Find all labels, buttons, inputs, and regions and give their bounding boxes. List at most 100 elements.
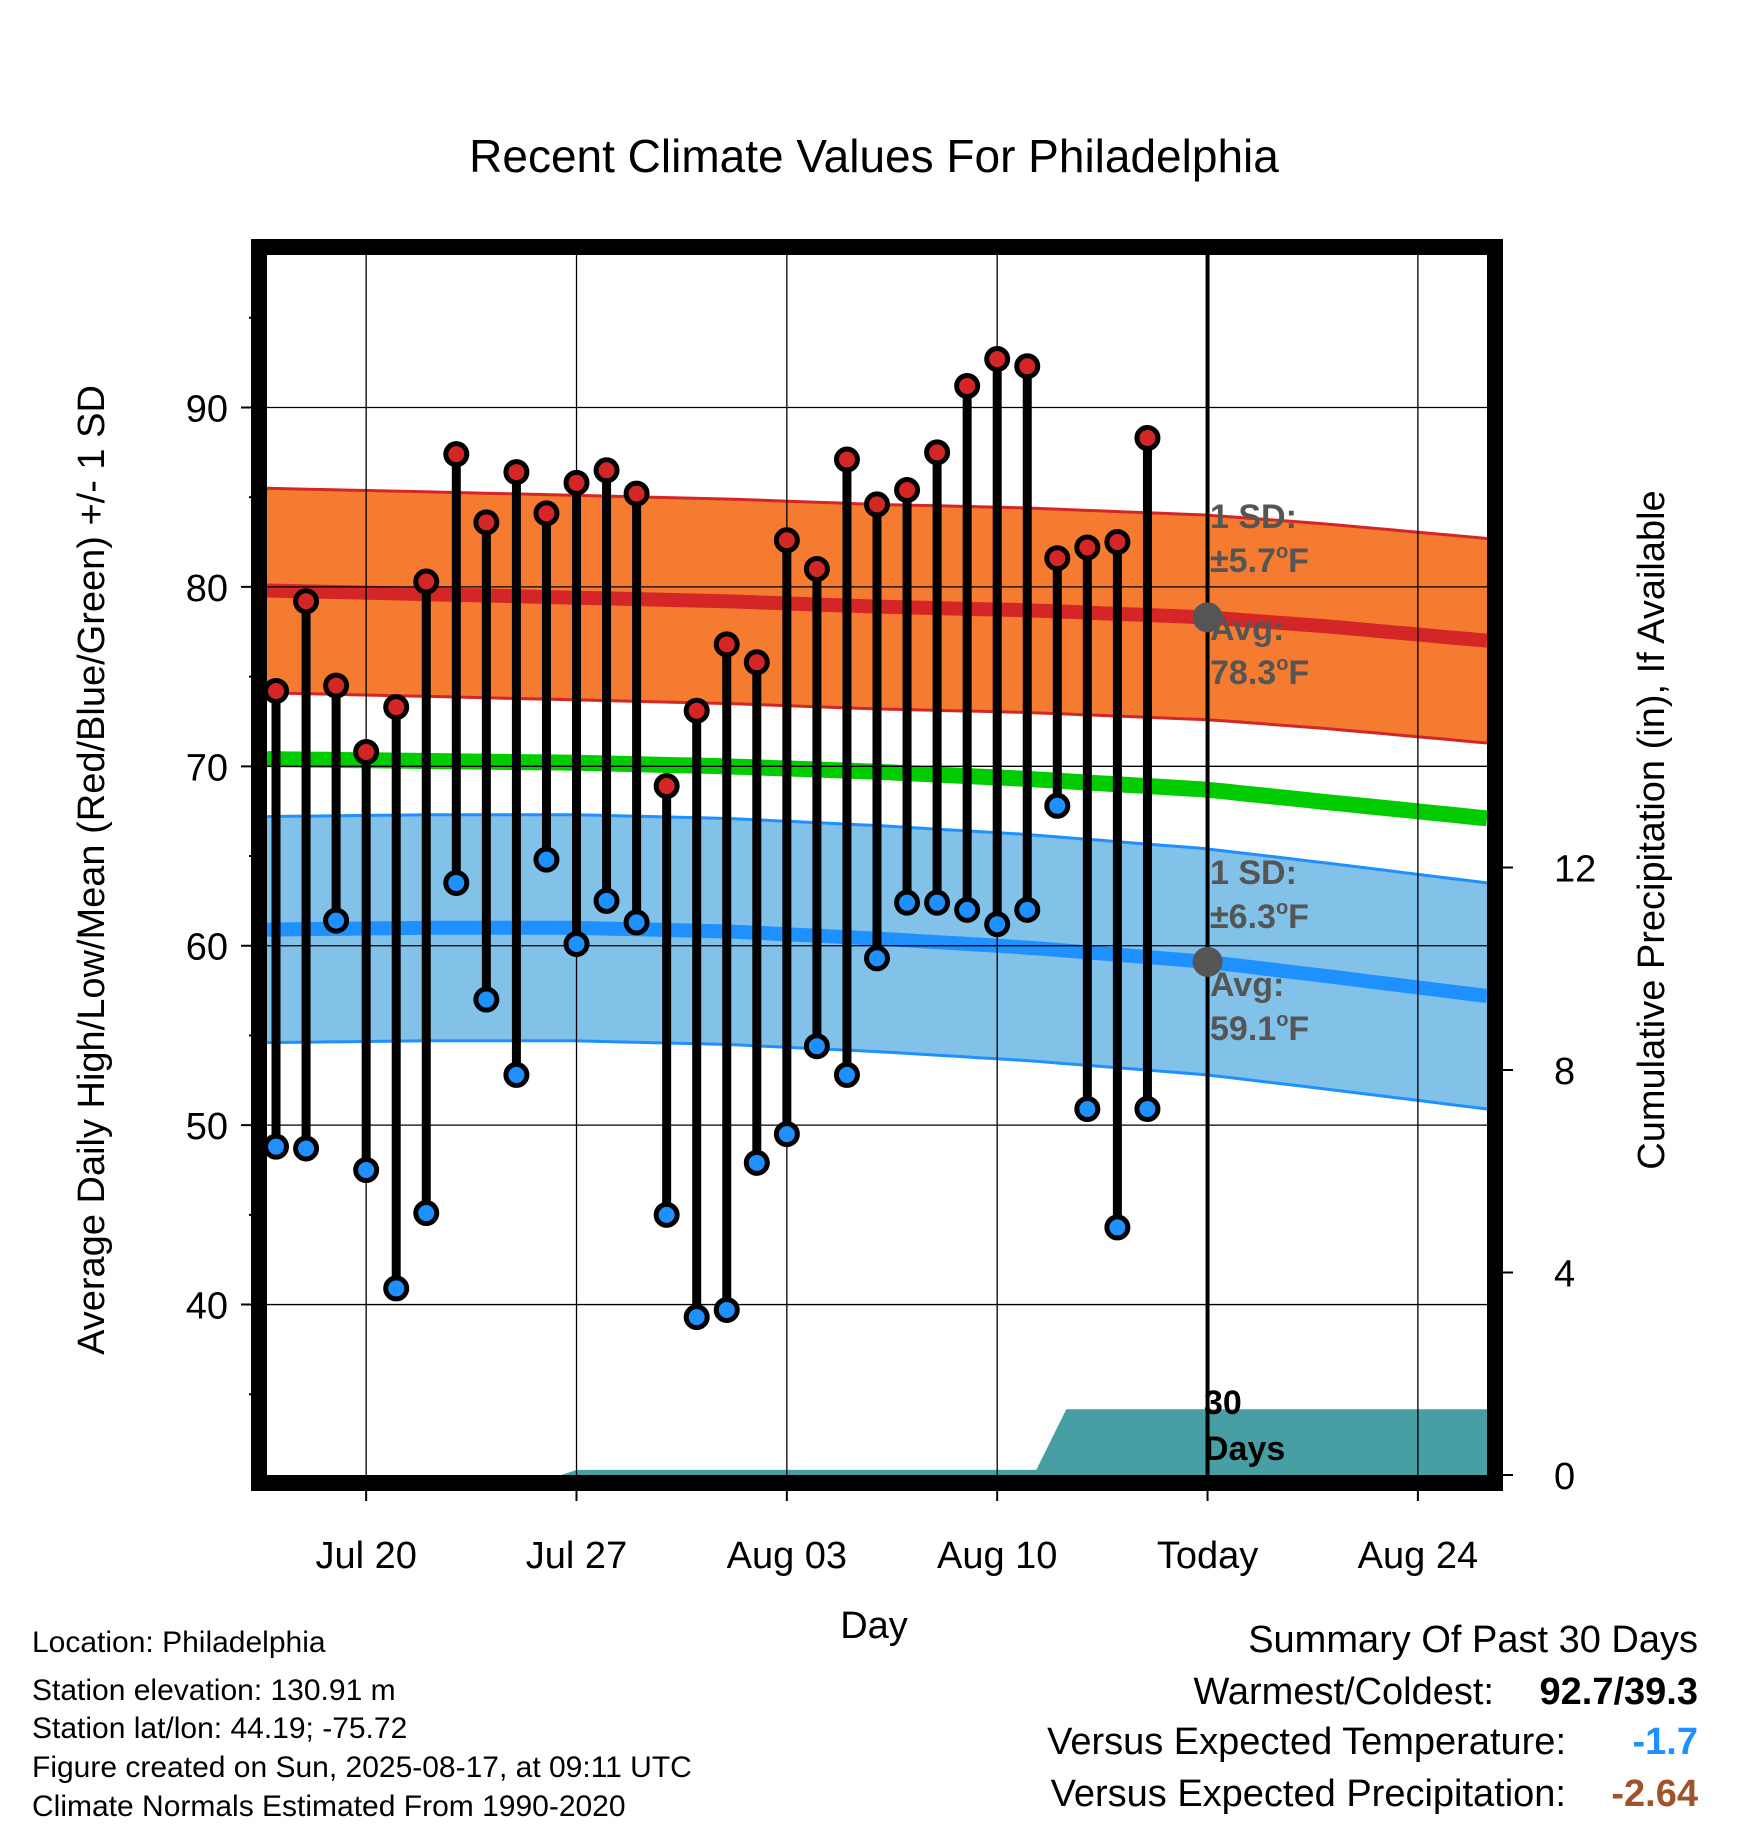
- days-word: Days: [1204, 1430, 1285, 1468]
- daily-high-point: [864, 491, 890, 518]
- daily-low-point: [833, 1061, 860, 1088]
- daily-high-point: [1134, 425, 1161, 451]
- precipitation-fill: [267, 1409, 1487, 1475]
- y-axis-label-left: Average Daily High/Low/Mean (Red/Blue/Gr…: [71, 385, 113, 1355]
- daily-low-point: [293, 1135, 320, 1162]
- daily-low-point: [683, 1304, 710, 1331]
- left-tick-label: 60: [186, 927, 228, 969]
- left-tick-label: 40: [186, 1286, 228, 1328]
- low-avg-value: 59.1oF: [1210, 1009, 1309, 1048]
- warm-cold-label: Warmest/Coldest:: [1193, 1671, 1494, 1713]
- high-avg-value: 78.3oF: [1210, 653, 1309, 692]
- summary-panel: Summary Of Past 30 Days Warmest/Coldest:…: [1047, 1619, 1698, 1815]
- daily-high-point: [954, 372, 981, 399]
- daily-low-point: [743, 1149, 770, 1176]
- right-tick-labels: 0 4 8 12: [1554, 849, 1596, 1498]
- daily-low-point: [1074, 1096, 1101, 1122]
- daily-low-point: [263, 1133, 290, 1160]
- daily-high-point: [293, 588, 320, 615]
- high-avg-label: Avg:: [1210, 610, 1284, 648]
- station-info: Location: Philadelphia Station elevation…: [32, 1626, 692, 1823]
- daily-high-point: [503, 459, 530, 486]
- chart-title: Recent Climate Values For Philadelphia: [469, 130, 1279, 182]
- x-axis-label: Day: [840, 1605, 908, 1647]
- daily-high-point: [683, 697, 710, 724]
- y-axis-label-right: Cumulative Precipitation (in), If Availa…: [1631, 490, 1673, 1169]
- daily-high-point: [263, 677, 290, 704]
- high-sd-value: ±5.7oF: [1210, 541, 1309, 580]
- low-sd-value: ±6.3oF: [1210, 897, 1309, 936]
- summary-title: Summary Of Past 30 Days: [1248, 1619, 1698, 1661]
- daily-low-point: [773, 1121, 800, 1148]
- daily-low-point: [503, 1061, 530, 1088]
- daily-low-point: [954, 896, 981, 923]
- high-avg-marker: [1192, 602, 1223, 633]
- right-tick-label: 0: [1554, 1456, 1575, 1498]
- precipitation-area: [267, 1409, 1487, 1475]
- temp-departure-label: Versus Expected Temperature:: [1047, 1721, 1566, 1763]
- daily-low-point: [383, 1275, 410, 1302]
- daily-low-point: [563, 930, 590, 957]
- daily-high-point: [743, 649, 770, 676]
- daily-low-point: [894, 889, 921, 916]
- daily-points: [263, 346, 1161, 1331]
- daily-low-point: [1104, 1214, 1131, 1241]
- daily-low-point: [1014, 896, 1041, 923]
- station-elevation: Station elevation: 130.91 m: [32, 1674, 396, 1707]
- daily-high-point: [803, 555, 830, 582]
- daily-high-point: [563, 469, 590, 496]
- right-tick-label: 4: [1554, 1254, 1575, 1296]
- daily-low-point: [533, 846, 560, 873]
- daily-high-point: [353, 738, 380, 765]
- x-tick-label: Today: [1157, 1535, 1258, 1577]
- daily-high-point: [1044, 545, 1071, 572]
- daily-high-point: [383, 694, 410, 721]
- low-avg-marker: [1192, 946, 1223, 977]
- daily-low-point: [1044, 792, 1071, 819]
- days-number: 30: [1204, 1384, 1242, 1422]
- low-avg-label: Avg:: [1210, 966, 1284, 1004]
- daily-low-point: [653, 1201, 680, 1228]
- daily-high-point: [413, 568, 440, 595]
- daily-high-point: [713, 631, 740, 658]
- daily-high-point: [833, 446, 860, 473]
- daily-low-point: [413, 1200, 440, 1227]
- plot-frame: [251, 239, 1503, 1491]
- right-tick-label: 8: [1554, 1051, 1575, 1093]
- station-location: Location: Philadelphia: [32, 1626, 326, 1659]
- daily-high-point: [773, 527, 800, 554]
- left-tick-label: 80: [186, 568, 228, 610]
- right-tick-label: 12: [1554, 849, 1596, 891]
- daily-high-point: [1104, 529, 1131, 556]
- daily-low-point: [864, 945, 890, 972]
- left-tick-label: 90: [186, 389, 228, 431]
- daily-high-point: [984, 346, 1011, 373]
- x-tick-label: Jul 27: [526, 1535, 627, 1577]
- axis-ticks: [241, 316, 1513, 1501]
- daily-low-point: [443, 869, 470, 896]
- daily-high-point: [1074, 534, 1101, 561]
- low-annotation: 1 SD: ±6.3oF Avg: 59.1oF: [1210, 854, 1309, 1048]
- daily-low-point: [984, 911, 1011, 938]
- x-tick-label: Aug 10: [937, 1535, 1057, 1577]
- precip-departure-value: -2.64: [1611, 1773, 1698, 1815]
- daily-high-point: [1014, 353, 1041, 380]
- daily-low-point: [623, 909, 650, 936]
- daily-high-point: [593, 457, 620, 484]
- station-latlon: Station lat/lon: 44.19; -75.72: [32, 1712, 407, 1745]
- figure-created: Figure created on Sun, 2025-08-17, at 09…: [32, 1751, 692, 1784]
- daily-high-point: [924, 439, 951, 466]
- daily-low-point: [1134, 1096, 1161, 1122]
- days-annotation: 30 Days: [1204, 1384, 1285, 1468]
- x-tick-label: Aug 24: [1358, 1535, 1478, 1577]
- daily-low-point: [323, 907, 350, 934]
- daily-high-point: [894, 477, 921, 504]
- daily-high-point: [653, 773, 680, 800]
- daily-low-point: [803, 1033, 830, 1060]
- left-tick-labels: 40 50 60 70 80 90: [186, 389, 228, 1328]
- x-tick-labels: Jul 20 Jul 27 Aug 03 Aug 10 Today Aug 24: [315, 1535, 1478, 1577]
- daily-high-point: [533, 500, 560, 527]
- daily-range-bars: [271, 359, 1152, 1318]
- daily-high-point: [443, 441, 470, 468]
